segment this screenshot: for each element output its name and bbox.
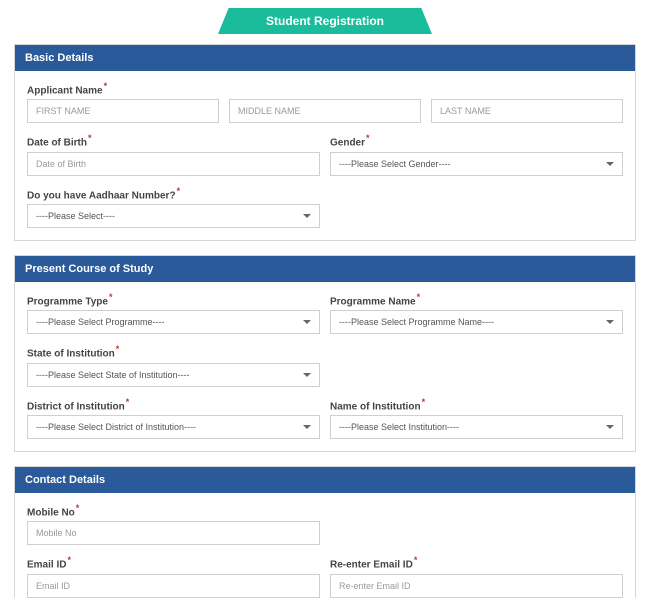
required-mark: * xyxy=(126,397,130,407)
mobile-input[interactable] xyxy=(27,521,320,545)
programme-type-label: Programme Type* xyxy=(27,292,320,307)
institution-select[interactable]: ----Please Select Institution---- xyxy=(330,415,623,439)
programme-type-select[interactable]: ----Please Select Programme---- xyxy=(27,310,320,334)
aadhaar-label: Do you have Aadhaar Number?* xyxy=(27,186,320,201)
required-mark: * xyxy=(76,503,80,513)
applicant-name-label: Applicant Name* xyxy=(27,81,623,96)
institution-value: ----Please Select Institution---- xyxy=(339,422,459,432)
reemail-label: Re-enter Email ID* xyxy=(330,555,623,570)
programme-type-value: ----Please Select Programme---- xyxy=(36,317,165,327)
district-value: ----Please Select District of Institutio… xyxy=(36,422,196,432)
chevron-down-icon xyxy=(303,214,311,218)
last-name-input[interactable] xyxy=(431,99,623,123)
required-mark: * xyxy=(104,81,108,91)
chevron-down-icon xyxy=(606,425,614,429)
page-header: Student Registration xyxy=(0,0,650,36)
required-mark: * xyxy=(67,555,71,565)
section-course-header: Present Course of Study xyxy=(15,256,635,282)
required-mark: * xyxy=(109,292,113,302)
required-mark: * xyxy=(422,397,426,407)
state-label: State of Institution* xyxy=(27,344,320,359)
aadhaar-select[interactable]: ----Please Select---- xyxy=(27,204,320,228)
required-mark: * xyxy=(88,133,92,143)
reemail-input[interactable] xyxy=(330,574,623,598)
gender-select[interactable]: ----Please Select Gender---- xyxy=(330,152,623,176)
required-mark: * xyxy=(414,555,418,565)
first-name-input[interactable] xyxy=(27,99,219,123)
district-select[interactable]: ----Please Select District of Institutio… xyxy=(27,415,320,439)
section-basic: Basic Details Applicant Name* D xyxy=(14,44,636,241)
section-basic-body: Applicant Name* Date of Birth* xyxy=(15,71,635,240)
section-contact-body: Mobile No* Email ID* Re-enter Email ID* xyxy=(15,493,635,598)
dob-input[interactable] xyxy=(27,152,320,176)
section-course: Present Course of Study Programme Type* … xyxy=(14,255,636,452)
section-basic-header: Basic Details xyxy=(15,45,635,71)
section-contact: Contact Details Mobile No* Email ID* xyxy=(14,466,636,598)
chevron-down-icon xyxy=(303,320,311,324)
chevron-down-icon xyxy=(303,373,311,377)
required-mark: * xyxy=(366,133,370,143)
page-title-ribbon: Student Registration xyxy=(218,8,432,34)
chevron-down-icon xyxy=(606,320,614,324)
district-label: District of Institution* xyxy=(27,397,320,412)
aadhaar-select-value: ----Please Select---- xyxy=(36,211,115,221)
chevron-down-icon xyxy=(606,162,614,166)
middle-name-input[interactable] xyxy=(229,99,421,123)
required-mark: * xyxy=(417,292,421,302)
state-select[interactable]: ----Please Select State of Institution--… xyxy=(27,363,320,387)
state-value: ----Please Select State of Institution--… xyxy=(36,370,190,380)
chevron-down-icon xyxy=(303,425,311,429)
programme-name-label: Programme Name* xyxy=(330,292,623,307)
gender-select-value: ----Please Select Gender---- xyxy=(339,159,451,169)
email-label: Email ID* xyxy=(27,555,320,570)
required-mark: * xyxy=(116,344,120,354)
dob-label: Date of Birth* xyxy=(27,133,320,148)
programme-name-value: ----Please Select Programme Name---- xyxy=(339,317,494,327)
mobile-label: Mobile No* xyxy=(27,503,320,518)
email-input[interactable] xyxy=(27,574,320,598)
section-contact-header: Contact Details xyxy=(15,467,635,493)
page-title: Student Registration xyxy=(266,14,384,28)
institution-label: Name of Institution* xyxy=(330,397,623,412)
programme-name-select[interactable]: ----Please Select Programme Name---- xyxy=(330,310,623,334)
form-container: Basic Details Applicant Name* D xyxy=(0,36,650,606)
section-course-body: Programme Type* ----Please Select Progra… xyxy=(15,282,635,451)
required-mark: * xyxy=(177,186,181,196)
gender-label: Gender* xyxy=(330,133,623,148)
